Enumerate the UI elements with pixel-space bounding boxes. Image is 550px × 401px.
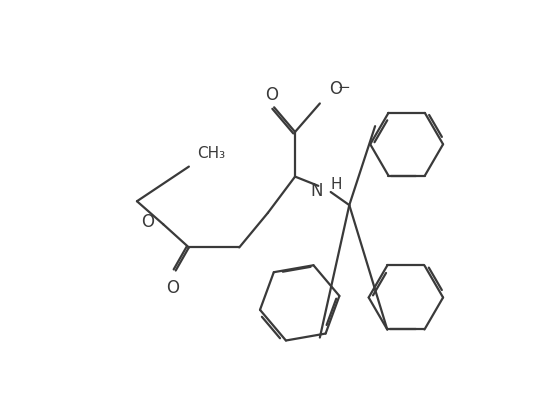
Text: O: O bbox=[141, 213, 154, 231]
Text: N: N bbox=[310, 181, 323, 199]
Text: O: O bbox=[166, 279, 179, 296]
Text: H: H bbox=[331, 176, 342, 192]
Text: CH₃: CH₃ bbox=[197, 146, 225, 161]
Text: O: O bbox=[265, 85, 278, 103]
Text: O: O bbox=[329, 80, 342, 98]
Text: −: − bbox=[337, 80, 350, 95]
